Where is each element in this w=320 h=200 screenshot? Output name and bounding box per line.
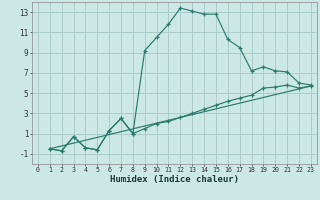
X-axis label: Humidex (Indice chaleur): Humidex (Indice chaleur) xyxy=(110,175,239,184)
